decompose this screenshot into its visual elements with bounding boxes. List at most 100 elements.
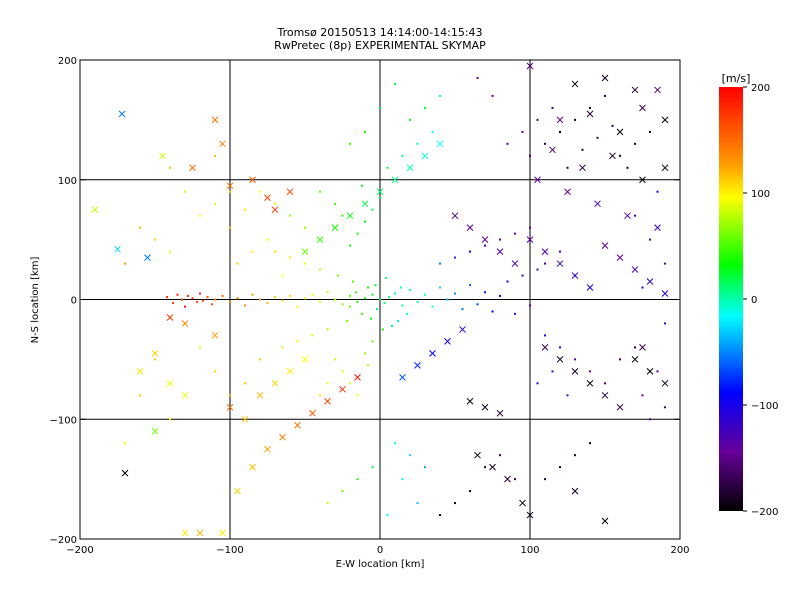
cross-marker: [391, 176, 399, 184]
cross-marker: [564, 188, 571, 196]
y-tick-label: −100: [50, 415, 77, 426]
cross-marker: [226, 403, 234, 411]
dot-marker: [566, 394, 569, 397]
dot-marker: [172, 302, 174, 305]
dot-marker: [566, 166, 569, 169]
dot-marker: [304, 226, 306, 229]
dot-marker: [196, 300, 198, 303]
colorbar-tick-label: −100: [751, 401, 778, 412]
cross-marker: [451, 212, 459, 220]
dot-marker: [604, 382, 606, 385]
cross-marker: [481, 236, 489, 243]
dot-marker: [296, 305, 299, 308]
dot-marker: [139, 226, 141, 229]
dot-marker: [529, 304, 531, 307]
cross-marker: [406, 164, 414, 172]
dot-marker: [274, 296, 276, 299]
cross-marker: [301, 356, 309, 363]
dot-marker: [361, 312, 363, 315]
dot-marker: [574, 358, 576, 361]
dot-marker: [334, 358, 336, 361]
cross-marker: [181, 320, 189, 327]
cross-marker: [511, 260, 519, 267]
cross-marker: [316, 236, 324, 243]
dot-marker: [251, 250, 254, 253]
dot-marker: [356, 300, 359, 303]
dot-marker: [454, 292, 456, 295]
cross-marker: [526, 236, 534, 243]
chart-subtitle: RwPretec (8p) EXPERIMENTAL SKYMAP: [274, 39, 486, 52]
dot-marker: [409, 288, 411, 291]
cross-marker: [616, 254, 624, 261]
dot-marker: [424, 466, 426, 469]
dot-marker: [334, 298, 336, 301]
dot-marker: [379, 298, 381, 301]
dot-marker: [289, 256, 291, 259]
dot-marker: [341, 214, 344, 217]
dot-marker: [326, 291, 329, 294]
cross-marker: [241, 415, 249, 423]
cross-marker: [114, 245, 121, 253]
dot-marker: [589, 106, 591, 109]
cross-marker: [361, 200, 369, 208]
dot-marker: [401, 154, 404, 157]
dot-marker: [364, 220, 366, 223]
cross-marker: [654, 86, 661, 94]
dot-marker: [379, 106, 381, 109]
cross-marker: [346, 212, 354, 220]
dot-marker: [251, 293, 254, 296]
dot-marker: [382, 328, 384, 331]
cross-marker: [271, 206, 279, 214]
dot-marker: [385, 276, 387, 279]
dot-marker: [574, 454, 576, 457]
dot-marker: [394, 292, 396, 295]
dot-marker: [386, 166, 389, 169]
dot-marker: [124, 442, 126, 445]
dot-marker: [361, 184, 363, 187]
dot-marker: [544, 142, 546, 145]
dot-marker: [349, 142, 351, 145]
dot-marker: [341, 490, 344, 493]
dot-marker: [364, 130, 366, 133]
dot-marker: [394, 442, 396, 445]
dot-marker: [499, 294, 501, 297]
dot-marker: [514, 312, 516, 315]
dot-marker: [244, 208, 246, 211]
dot-marker: [589, 370, 591, 373]
dot-marker: [326, 382, 329, 385]
cross-marker: [571, 487, 579, 495]
dot-marker: [154, 358, 156, 361]
dot-marker: [334, 202, 336, 205]
y-axis-ticks: −200 −100 0 100 200: [50, 56, 680, 546]
y-tick-label: 200: [58, 56, 77, 67]
cross-marker: [286, 367, 294, 375]
cross-marker: [579, 164, 586, 172]
dot-marker: [202, 299, 204, 302]
cross-marker: [639, 104, 646, 112]
dot-marker: [589, 442, 591, 445]
dot-marker: [619, 154, 621, 157]
dot-marker: [236, 297, 239, 300]
dot-marker: [199, 346, 201, 349]
colorbar-ticks: 200 100 0 −100 −200: [743, 83, 778, 518]
dot-marker: [551, 106, 554, 109]
dot-marker: [376, 308, 378, 311]
dot-marker: [484, 244, 486, 247]
dot-marker: [326, 328, 329, 331]
dot-marker: [521, 130, 524, 133]
dot-marker: [289, 214, 291, 217]
cross-marker: [616, 128, 624, 136]
cross-marker: [571, 367, 579, 375]
dot-marker: [491, 94, 494, 97]
dot-marker: [634, 214, 636, 217]
dot-marker: [544, 334, 546, 337]
dot-marker: [626, 166, 629, 169]
dot-marker: [484, 291, 486, 294]
cross-marker: [541, 248, 549, 255]
cross-marker: [324, 397, 331, 405]
dot-marker: [229, 190, 231, 193]
cross-marker: [504, 475, 511, 483]
dot-marker: [454, 502, 456, 505]
cross-marker: [519, 499, 526, 507]
